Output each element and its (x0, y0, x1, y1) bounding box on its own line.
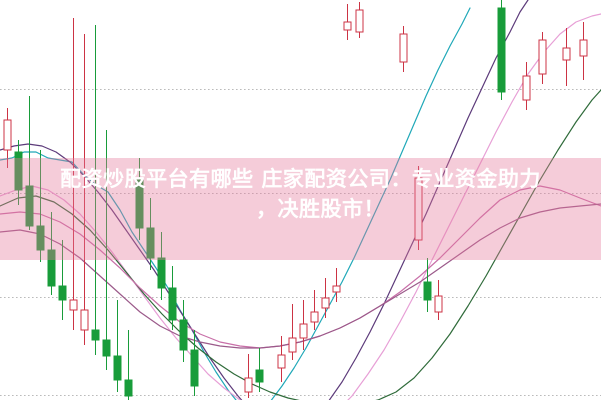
candlestick (244, 354, 253, 398)
candle-body (522, 75, 531, 101)
candlestick (168, 266, 177, 330)
candle-body (47, 249, 56, 287)
candle-body (355, 9, 364, 33)
candlestick (36, 150, 45, 262)
candlestick (80, 34, 89, 345)
candlestick (343, 4, 352, 40)
candlestick (3, 108, 12, 168)
candlestick (423, 258, 432, 312)
ma-line-ma5b (270, 7, 471, 400)
candlestick (25, 96, 34, 230)
candle-body (179, 319, 188, 351)
candle-body (157, 257, 166, 289)
candlestick (146, 198, 155, 270)
candle-body (310, 311, 319, 323)
candlestick (14, 140, 23, 205)
candlestick (399, 26, 408, 72)
candle-body (321, 297, 330, 309)
candle-body (36, 225, 45, 251)
candle-body (497, 7, 506, 93)
candlestick (58, 240, 67, 320)
candle-body (113, 355, 122, 381)
candlestick (562, 28, 571, 86)
candle-body (255, 369, 264, 383)
ma-line-ma10 (0, 143, 243, 400)
candlestick (299, 300, 308, 350)
candle-body (343, 21, 352, 31)
candlestick (190, 330, 199, 396)
candlestick (113, 300, 122, 392)
candle-body (3, 119, 12, 151)
candle-body (299, 323, 308, 339)
candlestick (355, 2, 364, 38)
candle-body (102, 339, 111, 357)
candlestick (579, 22, 588, 80)
candle-body (168, 287, 177, 321)
candle-body (399, 33, 408, 63)
candlestick (91, 25, 100, 355)
candlestick-series (3, 0, 588, 400)
candle-body (25, 185, 34, 227)
ma-line-ma20b (347, 13, 601, 400)
candle-body (562, 47, 571, 61)
candle-body (423, 281, 432, 301)
candle-body (14, 151, 23, 191)
candlestick (332, 268, 341, 302)
candlestick (538, 32, 547, 84)
candlestick (321, 278, 330, 318)
candle-body (91, 329, 100, 341)
ma-line-ma-long2 (0, 203, 601, 349)
candle-body (434, 295, 443, 313)
candle-body (69, 299, 78, 311)
candle-body (579, 39, 588, 57)
candlestick (47, 212, 56, 295)
candle-body (146, 227, 155, 259)
ma-line-ma10b (328, 0, 529, 400)
candlestick (522, 62, 531, 110)
candle-body (538, 39, 547, 75)
candle-body (135, 179, 144, 229)
candle-body (288, 337, 297, 353)
candlestick (69, 18, 78, 330)
candle-body (58, 285, 67, 301)
candle-body (332, 285, 341, 293)
candle-body (80, 309, 89, 331)
candle-body (124, 379, 133, 397)
ma-line-ma20 (0, 185, 242, 400)
ma-line-ma60b (375, 89, 601, 400)
candlestick (102, 130, 111, 370)
candlestick (288, 304, 297, 360)
candlestick (414, 166, 423, 250)
candlestick (277, 336, 286, 382)
candle-body (414, 177, 423, 241)
candle-body (190, 349, 199, 387)
candlestick (157, 232, 166, 300)
candlestick (135, 158, 144, 240)
candlestick (497, 0, 506, 100)
candlestick (179, 300, 188, 362)
candle-body (277, 354, 286, 369)
candlestick (124, 330, 133, 400)
candlestick (310, 290, 319, 330)
candlestick (255, 348, 264, 392)
candlestick (434, 280, 443, 320)
candle-body (244, 377, 253, 393)
